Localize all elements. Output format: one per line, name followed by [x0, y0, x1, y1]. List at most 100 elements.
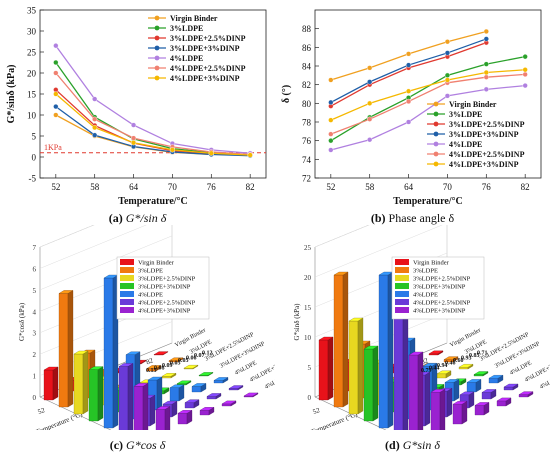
caption-d-text: G*sin δ — [402, 438, 440, 452]
chart-a: -5 0 5 10 15 20 25 30 35 52 58 64 70 76 82 Temperature/… — [6, 6, 267, 207]
data-point-3-ldpe — [483, 61, 489, 67]
bar-side — [142, 383, 149, 430]
y-axis-label: G*/sinδ (kPa) — [6, 65, 17, 124]
y-tick-label: 78 — [302, 118, 312, 128]
bar-top — [133, 383, 149, 387]
data-point-4-ldpe — [92, 96, 98, 102]
series-line-3-ldpe-3-dinp — [55, 106, 251, 157]
bar-3-ldpe-3-dinp-82 — [473, 374, 484, 377]
bar-top — [43, 366, 59, 371]
legend-label-4-ldpe-3-dinp: 4%LDPE+3%DINP — [449, 160, 519, 169]
bar-top — [206, 393, 222, 397]
bar-4-ldpe-2-5-dinp-76 — [206, 396, 217, 400]
bar-value-label: 0.79 — [421, 368, 432, 374]
bar-top — [155, 406, 171, 410]
x-tick-label: 76 — [207, 182, 217, 192]
series-line-4-ldpe — [330, 84, 526, 151]
legend-label-3-ldpe: 3%LDPE — [138, 268, 163, 275]
y-tick-label: 88 — [302, 24, 312, 34]
bar-top — [363, 345, 379, 350]
legend-swatch-virgin-binder — [395, 259, 409, 265]
y-tick-label: 72 — [302, 174, 311, 184]
bar-value-label: 0.12 — [202, 351, 213, 357]
bar-4-ldpe-3-dinp-82 — [243, 395, 254, 398]
bar-3-ldpe-2-5-dinp-82 — [458, 367, 469, 370]
caption-b: (b) Phase angle δ — [275, 211, 550, 226]
bar-virgin-binder-52 — [318, 339, 329, 401]
x-tick-label: 58 — [90, 182, 100, 192]
z-tick-label: 15 — [304, 304, 312, 312]
bar-3-ldpe-52 — [58, 293, 69, 408]
bar-top — [58, 290, 74, 294]
bar-top — [458, 364, 474, 368]
legend-swatch-4-ldpe-3-dinp — [120, 307, 134, 313]
data-point-3-ldpe-3-dinp — [444, 50, 451, 56]
x-tick-label: 52 — [51, 182, 60, 192]
y-tick-label: 82 — [302, 80, 311, 90]
bar-top — [228, 385, 244, 389]
bar-top — [444, 379, 460, 383]
legend-marker-4-ldpe-3-dinp — [433, 161, 439, 167]
bar-top — [162, 400, 178, 405]
data-point-virgin-binder — [405, 51, 412, 57]
legend-swatch-4-ldpe — [120, 291, 134, 297]
legend-marker-3-ldpe-2-5-dinp — [433, 121, 439, 127]
z-tick-label: 1 — [33, 373, 37, 381]
bar-top — [488, 375, 504, 379]
bar-top — [443, 356, 459, 360]
bar-top — [496, 397, 512, 402]
bar-top — [518, 391, 534, 395]
legend-marker-4-ldpe — [433, 141, 439, 147]
bar-top — [474, 402, 490, 406]
caption-d-label: (d) — [385, 438, 403, 452]
data-point-4-ldpe — [483, 86, 489, 92]
legend-swatch-4-ldpe-2-5-dinp — [120, 299, 134, 305]
bar-top — [436, 370, 452, 374]
bar-4-ldpe-3-dinp-82 — [518, 394, 529, 398]
y-tick-label: 20 — [27, 69, 37, 79]
bar-value-label: 0.71 — [477, 351, 488, 357]
bar-4-ldpe-3-dinp-76 — [221, 403, 232, 407]
bar-3-ldpe-52 — [333, 274, 344, 408]
bar-3-ldpe-3-dinp-52 — [363, 348, 374, 422]
caption-c: (c) G*cos δ — [0, 438, 275, 453]
bar-side — [453, 379, 460, 402]
series-axis — [314, 396, 387, 430]
bar-value-label: 0.05 — [178, 358, 189, 364]
legend-label-virgin-binder: Virgin Binder — [138, 260, 175, 267]
legend-swatch-3-ldpe-3-dinp — [395, 283, 409, 289]
legend-swatch-4-ldpe-2-5-dinp — [395, 299, 409, 305]
bar-3-ldpe-3-dinp-52 — [88, 369, 99, 422]
bar-top — [88, 366, 104, 370]
legend-swatch-4-ldpe-3-dinp — [395, 307, 409, 313]
legend-label-4-ldpe-2-5-dinp: 4%LDPE+2.5%DINP — [413, 300, 471, 307]
data-point-4-ldpe-3-dinp — [247, 152, 253, 158]
legend-swatch-3-ldpe — [395, 267, 409, 273]
temperature-tick-label: 52 — [37, 406, 47, 416]
data-point-4-ldpe-2-5-dinp — [522, 71, 528, 78]
bar-side — [342, 271, 349, 408]
y-tick-label: 30 — [27, 27, 37, 37]
x-axis-label: Temperature/°C — [393, 196, 463, 207]
bar-side — [327, 336, 334, 401]
data-point-4-ldpe — [367, 137, 373, 143]
bar-top — [147, 376, 163, 381]
bar-4-ldpe-3-dinp-76 — [496, 400, 507, 407]
data-point-4-ldpe-2-5-dinp — [328, 131, 334, 137]
caption-c-label: (c) — [109, 438, 127, 452]
y-tick-label: 74 — [302, 155, 312, 165]
data-point-3-ldpe — [328, 138, 334, 144]
data-point-4-ldpe-2-5-dinp — [130, 135, 137, 141]
legend-marker-3-ldpe-3-dinp — [154, 45, 160, 51]
series-line-4-ldpe-3-dinp — [55, 93, 251, 156]
bar-top — [169, 384, 185, 388]
bar-4-ldpe-2-5-dinp-52 — [393, 317, 404, 430]
bar-top — [430, 389, 446, 393]
bar-top — [452, 401, 468, 405]
z-tick-label: 2 — [33, 351, 37, 359]
series-axis — [39, 396, 112, 430]
data-point-4-ldpe-3-dinp — [522, 67, 528, 73]
bar-side — [417, 351, 424, 430]
bar-value-label: 0.46 — [445, 361, 456, 367]
